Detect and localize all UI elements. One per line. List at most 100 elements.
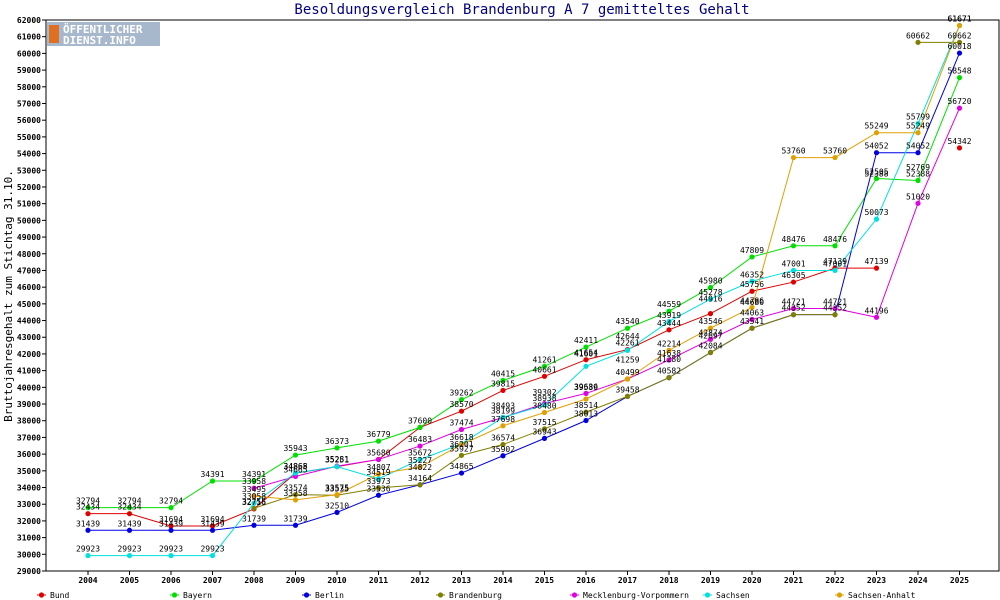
data-point-sachsen-anhalt: [500, 423, 506, 429]
data-point-sachsen: [749, 278, 755, 284]
data-label: 60662: [947, 31, 971, 40]
x-tick-label: 2021: [784, 576, 803, 585]
chart-title: Besoldungsvergleich Brandenburg A 7 gemi…: [294, 2, 749, 18]
data-label: 36373: [325, 437, 349, 446]
data-point-bund: [85, 511, 91, 517]
y-tick-label: 43000: [17, 333, 41, 342]
data-point-bund: [500, 387, 506, 394]
data-point-berlin: [251, 522, 257, 528]
x-tick-label: 2009: [286, 576, 305, 585]
x-tick-label: 2016: [576, 576, 595, 585]
data-label: 34865: [449, 462, 473, 471]
x-tick-label: 2006: [161, 576, 180, 585]
data-point-bund: [873, 265, 880, 271]
data-label: 29923: [76, 545, 100, 554]
data-label: 42261: [615, 339, 639, 348]
data-point-sachsen-anhalt: [417, 464, 423, 470]
data-point-berlin: [334, 509, 340, 515]
y-tick-label: 49000: [17, 233, 41, 242]
data-point-berlin: [956, 50, 963, 56]
data-label: 55249: [864, 122, 888, 131]
data-label: 53760: [823, 147, 847, 156]
legend-swatch-marker: [571, 592, 578, 598]
legend-swatch-marker: [171, 592, 178, 598]
data-label: 43444: [657, 319, 681, 328]
data-label: 39458: [615, 385, 639, 394]
y-tick-label: 61000: [17, 33, 41, 42]
legend-label: Berlin: [315, 591, 344, 600]
series-line-bund: [88, 267, 877, 527]
data-label: 33575: [325, 484, 349, 493]
data-label: 60662: [906, 31, 930, 40]
data-point-bayern: [375, 438, 382, 444]
data-label: 40661: [532, 365, 556, 374]
data-point-mecklenburg-vorpommern: [915, 200, 921, 206]
data-point-bund: [790, 279, 797, 285]
data-label: 44721: [823, 298, 847, 307]
y-axis-label: Bruttojahresgehalt zum Stichtag 31.10.: [2, 170, 15, 422]
data-label: 33574: [283, 484, 307, 493]
data-point-mecklenburg-vorpommern: [375, 456, 382, 463]
logo-background: [47, 22, 160, 46]
data-point-sachsen-anhalt: [707, 325, 714, 331]
data-label: 50073: [864, 208, 888, 217]
data-point-mecklenburg-vorpommern: [832, 305, 838, 312]
data-label: 32794: [76, 497, 100, 506]
data-point-mecklenburg-vorpommern: [790, 305, 797, 312]
x-tick-label: 2014: [493, 576, 512, 585]
x-tick-label: 2019: [701, 576, 720, 585]
data-label: 31694: [200, 515, 224, 524]
x-tick-label: 2008: [244, 576, 263, 585]
legend-item-berlin: Berlin: [302, 591, 344, 600]
data-point-mecklenburg-vorpommern: [873, 314, 880, 320]
y-tick-label: 59000: [17, 66, 41, 75]
data-label: 56720: [947, 97, 971, 106]
data-point-sachsen: [417, 456, 423, 463]
legend-item-brandenburg: Brandenburg: [436, 591, 502, 600]
data-label: 42874: [698, 328, 722, 337]
data-label: 40415: [491, 369, 515, 378]
data-label: 33058: [242, 492, 266, 501]
data-label: 37474: [449, 419, 473, 428]
x-tick-label: 2018: [659, 576, 678, 585]
data-label: 34807: [366, 463, 390, 472]
data-point-sachsen: [334, 464, 340, 470]
data-point-mecklenburg-vorpommern: [956, 105, 963, 111]
data-label: 42084: [698, 342, 722, 351]
data-point-berlin: [541, 435, 548, 441]
data-point-brandenburg: [541, 426, 548, 432]
data-label: 44559: [657, 300, 681, 309]
y-tick-label: 38000: [17, 417, 41, 426]
data-point-bayern: [624, 325, 631, 331]
data-label: 33973: [366, 477, 390, 486]
x-tick-label: 2005: [120, 576, 139, 585]
data-label: 36779: [366, 430, 390, 439]
data-point-brandenburg: [749, 325, 755, 331]
data-point-bayern: [915, 177, 921, 184]
x-tick-label: 2017: [618, 576, 637, 585]
data-point-bayern: [541, 363, 548, 369]
data-point-sachsen-anhalt: [915, 130, 921, 136]
data-label: 43546: [698, 317, 722, 326]
data-label: 32794: [117, 497, 141, 506]
data-point-mecklenburg-vorpommern: [583, 390, 589, 397]
data-point-berlin: [873, 150, 880, 156]
data-point-bayern: [832, 243, 838, 249]
data-label: 38480: [532, 402, 556, 411]
y-tick-label: 62000: [17, 16, 41, 25]
data-label: 37600: [408, 416, 432, 425]
data-point-sachsen-anhalt: [873, 130, 880, 136]
data-point-sachsen-anhalt: [624, 376, 631, 382]
data-point-sachsen-anhalt: [375, 471, 382, 477]
y-tick-label: 52000: [17, 183, 41, 192]
y-tick-label: 57000: [17, 99, 41, 108]
data-label: 46305: [781, 271, 805, 280]
axes: 29000 30000 31000 32000 33000 34000 35000 36000…: [17, 16, 1000, 585]
data-point-bayern: [956, 75, 963, 81]
y-tick-label: 29000: [17, 567, 41, 576]
data-label: 54342: [947, 137, 971, 146]
data-label: 34519: [366, 468, 390, 477]
data-label: 33258: [283, 489, 307, 498]
data-point-sachsen-anhalt: [334, 492, 340, 498]
